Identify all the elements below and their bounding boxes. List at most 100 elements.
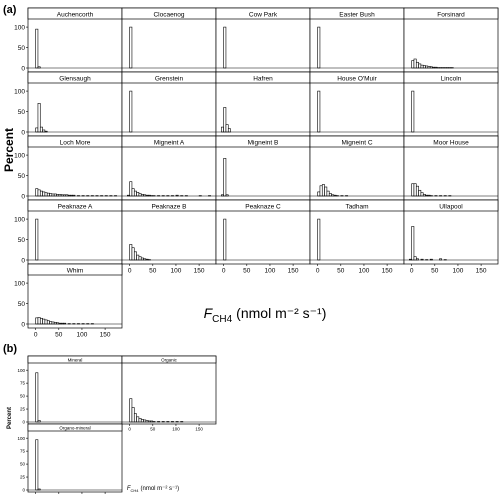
- facet-strip: [27, 263, 123, 276]
- histogram-bar: [136, 416, 140, 423]
- histogram-bar: [136, 192, 140, 197]
- y-tick-label: 50: [18, 45, 26, 52]
- histogram-bar: [131, 188, 135, 197]
- facet-easter-bush: Easter Bush: [309, 7, 405, 73]
- x-tick-label: 150: [100, 332, 111, 339]
- y-tick-label: 100: [14, 88, 25, 95]
- facet-title: Glensaugh: [59, 76, 91, 83]
- y-tick-label: 100: [17, 436, 25, 441]
- histogram-bar: [44, 319, 48, 325]
- panel-a-ylabel: Percent: [2, 128, 16, 172]
- x-tick-label: 150: [194, 268, 205, 275]
- y-tick-label: 0: [22, 420, 25, 425]
- facet-title: Grenstein: [155, 76, 184, 83]
- histogram-bar: [35, 317, 39, 325]
- facet-peaknaze-b: Peaknaze B 0 50 100 150: [121, 199, 217, 275]
- x-tick-label: 100: [171, 268, 182, 275]
- histogram-bar: [418, 63, 422, 69]
- y-tick-label: 0: [22, 488, 25, 493]
- facet-title: Peaknaze A: [58, 204, 93, 211]
- x-tick-label: 0: [316, 268, 320, 275]
- histogram-bar: [42, 191, 46, 197]
- histogram-bar: [411, 226, 415, 261]
- y-tick-label: 0: [21, 65, 25, 72]
- histogram-bar: [225, 124, 229, 133]
- facet-hafren: Hafren: [215, 71, 311, 137]
- x-tick-label: 50: [150, 427, 156, 432]
- histogram-bar: [140, 257, 144, 261]
- histogram-bar: [411, 60, 415, 69]
- facet-migneint-c: Migneint C: [309, 135, 405, 201]
- histogram-bar: [42, 318, 46, 325]
- y-tick-label: 0: [21, 193, 25, 200]
- histogram-bar: [138, 193, 142, 197]
- histogram-bar: [420, 64, 424, 69]
- histogram-bar: [129, 26, 133, 69]
- x-tick-label: 100: [265, 268, 276, 275]
- panel-b: Mineral 0 25 50 75 100 Organic 0 50 100 150 Organo-…: [17, 355, 217, 494]
- facet-glensaugh: Glensaugh 0 50 100: [14, 71, 123, 137]
- histogram-bar: [319, 185, 323, 197]
- y-tick-label: 50: [18, 173, 26, 180]
- y-tick-label: 100: [14, 24, 25, 31]
- histogram-bar: [317, 191, 321, 197]
- x-tick-label: 0: [34, 332, 38, 339]
- facet-title: Cow Park: [249, 12, 278, 19]
- facet-title: Lincoln: [441, 76, 462, 83]
- histogram-bar: [37, 189, 41, 197]
- facet-title: Migneint A: [154, 140, 185, 147]
- facet-title: Forsinard: [437, 12, 465, 19]
- facet-title: Whim: [67, 268, 84, 275]
- histogram-bar: [44, 192, 48, 197]
- facet-title: Clocaenog: [153, 12, 184, 19]
- histogram-bar: [420, 192, 424, 197]
- histogram-bar: [46, 320, 50, 325]
- histogram-bar: [328, 193, 332, 197]
- histogram-bar: [49, 321, 53, 325]
- panel-b-xlabel: FCH4 (nmol m⁻² s⁻¹): [127, 486, 179, 493]
- facet-title: Tadham: [345, 204, 368, 211]
- histogram-bar: [53, 193, 57, 197]
- histogram-bar: [39, 317, 43, 325]
- histogram-bar: [37, 317, 41, 325]
- y-tick-label: 100: [14, 216, 25, 223]
- histogram-bar: [133, 190, 137, 197]
- facet-title: Migneint C: [341, 140, 372, 147]
- x-tick-label: 150: [476, 268, 487, 275]
- histogram-bar: [131, 247, 135, 261]
- x-tick-label: 100: [453, 268, 464, 275]
- x-tick-label: 100: [77, 332, 88, 339]
- histogram-bar: [223, 26, 227, 69]
- facet-frame: [27, 423, 123, 493]
- histogram-bar: [37, 103, 41, 133]
- y-tick-label: 25: [20, 475, 26, 480]
- panel-b-label: (b): [3, 343, 17, 355]
- histogram-bar: [425, 65, 429, 69]
- histogram-bar: [35, 439, 39, 491]
- histogram-bar: [413, 183, 417, 197]
- histogram-bar: [223, 158, 227, 197]
- y-tick-label: 100: [14, 152, 25, 159]
- histogram-bar: [39, 126, 43, 133]
- y-tick-label: 75: [20, 381, 26, 386]
- facet-title: House O'Muir: [337, 76, 377, 83]
- histogram-bar: [143, 419, 147, 423]
- histogram-bar: [42, 129, 46, 133]
- facet-ullapool: Ullapool 0 50 100 150: [403, 199, 499, 275]
- facet-strip: [27, 423, 123, 432]
- y-tick-label: 50: [20, 394, 26, 399]
- x-tick-label: 100: [359, 268, 370, 275]
- histogram-bar: [413, 58, 417, 69]
- x-tick-label: 100: [172, 427, 180, 432]
- x-tick-label: 50: [243, 268, 251, 275]
- facet-cow-park: Cow Park: [215, 7, 311, 73]
- facet-peaknaze-c: Peaknaze C 0 50 100 150: [215, 199, 311, 275]
- facet-strip: [403, 71, 499, 84]
- facet-migneint-b: Migneint B: [215, 135, 311, 201]
- facet-title: Hafren: [253, 76, 273, 83]
- histogram-bar: [138, 418, 142, 423]
- panel-b-ylabel: Percent: [7, 407, 13, 429]
- facet-loch-more: Loch More 0 50 100: [14, 135, 123, 201]
- facet-organo-mineral: Organo-mineral0255075100050100150: [17, 423, 123, 494]
- panel-a-label: (a): [3, 4, 17, 16]
